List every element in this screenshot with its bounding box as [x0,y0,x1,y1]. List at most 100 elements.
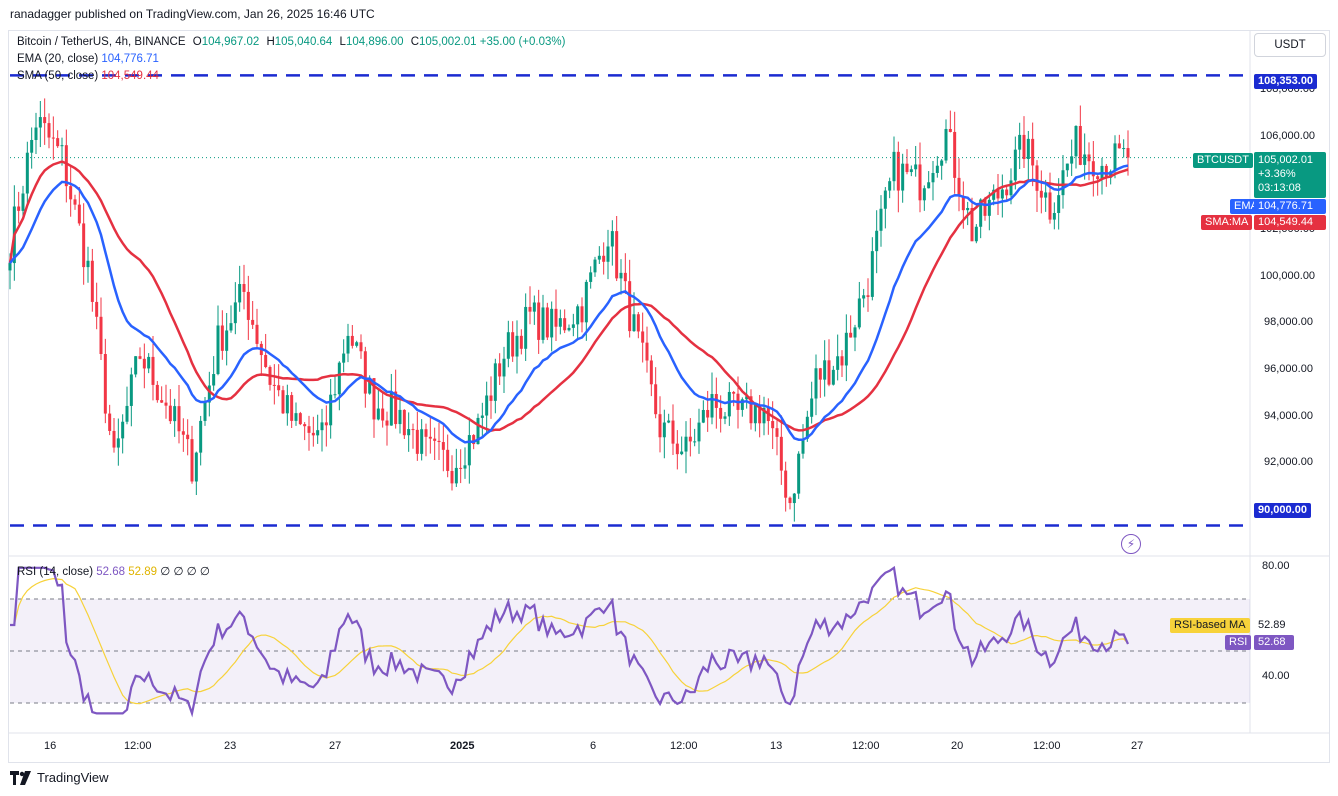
candle-down [103,354,107,414]
candle-up [407,429,411,436]
candle-up [21,193,25,211]
candle-down [99,316,103,355]
candle-down [138,356,142,359]
candle-up [212,374,216,386]
candle-up [762,407,766,424]
candle-down [472,435,476,445]
candle-down [415,429,419,454]
lightning-icon[interactable]: ⚡ [1121,534,1141,554]
candle-up [662,422,666,438]
price-tick: 98,000.00 [1264,316,1313,328]
candle-up [883,190,887,209]
candle-down [866,295,870,297]
time-tick: 12:00 [852,740,880,752]
time-tick: 27 [1131,740,1144,752]
candle-down [918,164,922,201]
change-value: +35.00 (+0.03%) [479,36,566,48]
support-level-badge: 90,000.00 [1254,503,1311,518]
candle-up [888,181,892,191]
candle-up [844,332,848,366]
candle-down [441,442,445,450]
candle-down [840,356,844,366]
candle-up [927,182,931,189]
candle-down [307,426,311,433]
sma-legend[interactable]: SMA (50, close) 104,549.44 [17,69,159,83]
candle-down [1039,190,1043,198]
candle-up [493,363,497,401]
candle-up [541,307,545,340]
candle-down [779,436,783,471]
time-tick: 16 [44,740,57,752]
candle-down [95,301,99,317]
candle-up [831,369,835,385]
candle-down [602,255,606,262]
candle-down [82,223,86,268]
candle-down [554,308,558,327]
candle-down [359,342,363,352]
sma-line [8,160,1129,433]
candle-down [450,470,454,484]
candle-up [285,395,289,414]
candle-down [658,414,662,438]
candle-down [181,431,185,435]
candle-down [142,358,146,369]
candle-up [1122,148,1126,150]
candle-up [922,188,926,201]
candle-up [701,409,705,423]
candle-down [970,207,974,242]
rsi-ma-axis-label: RSI-based MA [1170,618,1250,633]
candle-up [485,395,489,416]
candle-down [528,306,532,312]
candle-down [428,436,432,439]
candle-down [372,378,376,420]
high-key: H [266,36,275,48]
tradingview-logo-icon [10,770,31,785]
candle-up [740,399,744,410]
candle-up [593,259,597,273]
candle-up [944,128,948,161]
candle-down [424,429,428,437]
candle-up [1044,192,1048,198]
candle-down [649,360,653,385]
ema-line [9,164,1129,444]
candle-up [60,145,64,147]
candle-down [73,199,77,205]
currency-selector[interactable]: USDT [1254,33,1326,57]
candle-up [909,169,913,173]
candle-down [290,395,294,421]
candle-down [151,356,155,385]
rsi-axis-value: 52.68 [1254,635,1294,650]
symbol-label[interactable]: Bitcoin / TetherUS, 4h, BINANCE [17,36,186,48]
candle-up [892,151,896,182]
candle-down [498,363,502,377]
sma-axis-value: 104,549.44 [1254,215,1326,230]
candle-down [433,438,437,441]
symbol-price-label: BTCUSDT [1193,153,1253,168]
candle-up [502,358,506,377]
candle-up [1000,189,1004,199]
low-value: 104,896.00 [345,36,404,48]
rsi-legend[interactable]: RSI (14, close) 52.68 52.89 ∅ ∅ ∅ ∅ [17,565,210,579]
candle-up [1061,170,1065,196]
tradingview-logo[interactable]: TradingView [10,770,109,785]
candle-down [251,319,255,325]
candle-down [186,434,190,440]
open-key: O [192,36,202,48]
candle-up [792,493,796,504]
candle-down [563,318,567,331]
candle-up [987,199,991,216]
candle-up [667,420,671,423]
candle-down [636,314,640,332]
candle-down [385,420,389,426]
candle-up [1052,213,1056,220]
candle-up [875,230,879,252]
candle-up [979,199,983,227]
candle-down [1104,165,1108,178]
candle-up [589,272,593,282]
rsi-ma-legend-value: 52.89 [128,566,158,578]
candle-down [437,440,441,443]
candle-up [346,335,350,354]
candle-up [610,231,614,247]
ema-legend[interactable]: EMA (20, close) 104,776.71 [17,52,159,66]
